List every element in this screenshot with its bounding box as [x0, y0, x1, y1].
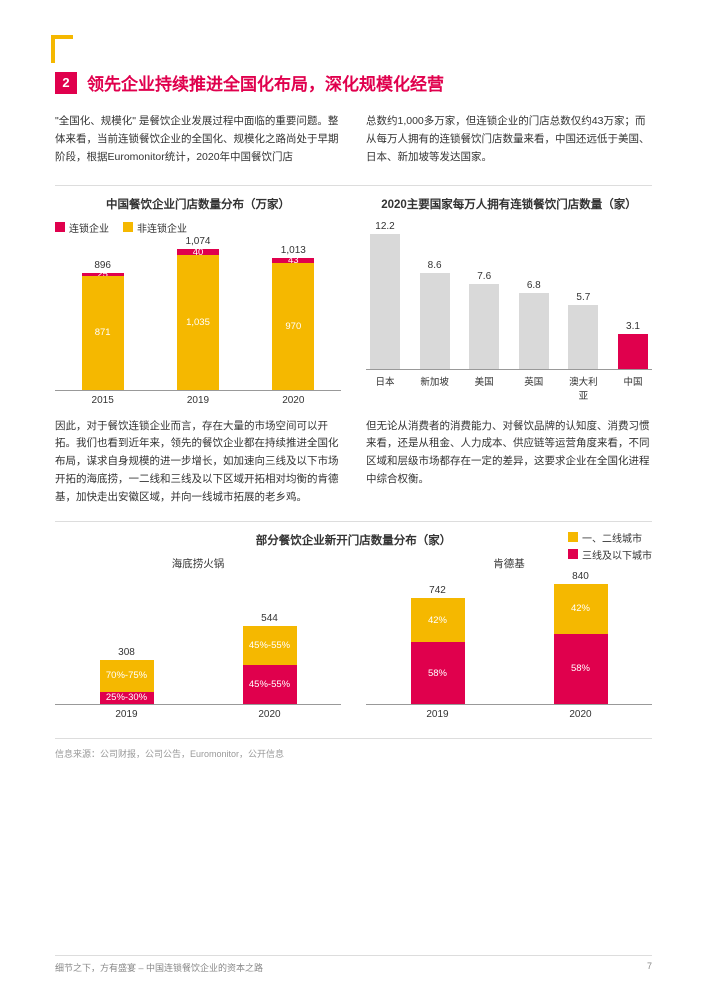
section-header: 2 领先企业持续推进全国化布局，深化规模化经营 [55, 70, 652, 95]
para2-left: 因此，对于餐饮连锁企业而言，存在大量的市场空间可以开拓。我们也看到近年来，领先的… [55, 418, 341, 507]
footer-right: 7 [647, 961, 652, 974]
chart1-legend: 连锁企业非连锁企业 [55, 220, 341, 235]
footer-left: 细节之下，方有盛宴 – 中国连锁餐饮企业的资本之路 [55, 961, 263, 974]
chart1-title: 中国餐饮企业门店数量分布（万家） [55, 196, 341, 212]
legend-item: 一、二线城市 [568, 530, 652, 545]
chart3-header: 部分餐饮企业新开门店数量分布（家） 一、二线城市三线及以下城市 [55, 532, 652, 548]
chart3-legend: 一、二线城市三线及以下城市 [568, 530, 652, 562]
bar: 12.2 [370, 221, 400, 369]
chart-store-distribution: 中国餐饮企业门店数量分布（万家） 连锁企业非连锁企业 896 25 871 1,… [55, 196, 341, 406]
bar: 7.6 [469, 271, 499, 368]
bar: 5.7 [568, 292, 598, 368]
chart3-subcharts: 海底捞火锅 308 70%-75% 25%-30% 544 45%-55% 45… [55, 556, 652, 720]
chart2-title: 2020主要国家每万人拥有连锁餐饮门店数量（家） [366, 196, 652, 212]
subchart: 海底捞火锅 308 70%-75% 25%-30% 544 45%-55% 45… [55, 556, 341, 720]
legend-item: 三线及以下城市 [568, 547, 652, 562]
subchart: 肯德基 742 42% 58% 840 42% 58% 20192020 [366, 556, 652, 720]
bar-group: 896 25 871 [82, 260, 124, 390]
bar: 3.1 [618, 321, 648, 368]
para2-right: 但无论从消费者的消费能力、对餐饮品牌的认知度、消费习惯来看，还是从租金、人力成本… [366, 418, 652, 507]
bar: 8.6 [420, 260, 450, 368]
source-note: 信息来源：公司财报，公司公告，Euromonitor，公开信息 [55, 738, 652, 760]
chart-per-capita: 2020主要国家每万人拥有连锁餐饮门店数量（家） 12.2 8.6 7.6 6.8 5.… [366, 196, 652, 406]
chart2-xaxis: 日本新加坡美国英国澳大利亚中国 [366, 374, 652, 402]
corner-accent [55, 35, 73, 39]
bar: 6.8 [519, 280, 549, 368]
bar-group: 1,013 43 970 [272, 245, 314, 390]
section-title: 领先企业持续推进全国化布局，深化规模化经营 [87, 70, 444, 95]
mid-paragraphs: 因此，对于餐饮连锁企业而言，存在大量的市场空间可以开拓。我们也看到近年来，领先的… [55, 418, 652, 507]
para-right: 总数约1,000多万家，但连锁企业的门店总数仅约43万家；而从每万人拥有的连锁餐… [366, 113, 652, 167]
chart2-bars: 12.2 8.6 7.6 6.8 5.7 3.1 [366, 220, 652, 370]
top-chart-row: 中国餐饮企业门店数量分布（万家） 连锁企业非连锁企业 896 25 871 1,… [55, 185, 652, 406]
intro-paragraphs: "全国化、规模化" 是餐饮企业发展过程中面临的重要问题。整体来看，当前连锁餐饮企… [55, 113, 652, 167]
section-number: 2 [55, 72, 77, 94]
bar-group: 1,074 40 1,035 [177, 236, 219, 389]
chart-new-stores: 部分餐饮企业新开门店数量分布（家） 一、二线城市三线及以下城市 海底捞火锅 30… [55, 521, 652, 720]
para-left: "全国化、规模化" 是餐饮企业发展过程中面临的重要问题。整体来看，当前连锁餐饮企… [55, 113, 341, 167]
legend-item: 连锁企业 [55, 220, 109, 235]
chart1-xaxis: 201520192020 [55, 395, 341, 406]
chart3-title: 部分餐饮企业新开门店数量分布（家） [256, 532, 452, 548]
chart1-bars: 896 25 871 1,074 40 1,035 1,013 43 970 [55, 241, 341, 391]
page-footer: 细节之下，方有盛宴 – 中国连锁餐饮企业的资本之路 7 [55, 961, 652, 974]
legend-item: 非连锁企业 [123, 220, 187, 235]
